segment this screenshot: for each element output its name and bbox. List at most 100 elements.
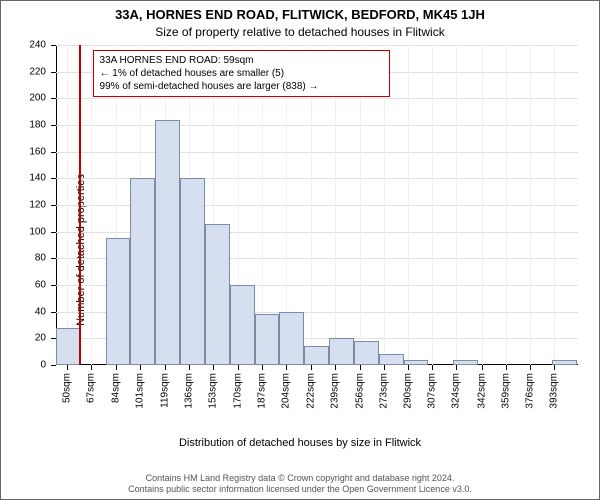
- vgridline: [530, 45, 531, 365]
- x-tick-mark: [91, 365, 92, 370]
- x-tick-label: 136sqm: [184, 373, 195, 409]
- y-tick-mark: [51, 98, 56, 99]
- vgridline: [456, 45, 457, 365]
- y-tick-label: 240: [29, 40, 46, 51]
- x-tick-mark: [456, 365, 457, 370]
- x-tick-label: 50sqm: [62, 373, 73, 403]
- x-tick-label: 187sqm: [256, 373, 267, 409]
- histogram-bar: [155, 120, 180, 365]
- y-tick-mark: [51, 45, 56, 46]
- histogram-bar: [279, 312, 304, 365]
- histogram-bar: [180, 178, 205, 365]
- histogram-bar: [56, 328, 81, 365]
- x-tick-label: 222sqm: [306, 373, 317, 409]
- vgridline: [408, 45, 409, 365]
- gridline: [56, 152, 578, 153]
- x-tick-mark: [408, 365, 409, 370]
- annotation-line: ← 1% of detached houses are smaller (5): [100, 67, 384, 80]
- x-tick-mark: [432, 365, 433, 370]
- histogram-bar: [379, 354, 404, 365]
- x-tick-mark: [116, 365, 117, 370]
- y-tick-mark: [51, 258, 56, 259]
- y-tick-mark: [51, 365, 56, 366]
- vgridline: [432, 45, 433, 365]
- property-marker-line: [79, 45, 81, 365]
- x-tick-label: 376sqm: [524, 373, 535, 409]
- y-tick-label: 60: [35, 280, 46, 291]
- y-tick-label: 100: [29, 226, 46, 237]
- page-root: 33A, HORNES END ROAD, FLITWICK, BEDFORD,…: [0, 0, 600, 500]
- x-tick-mark: [67, 365, 68, 370]
- vgridline: [67, 45, 68, 365]
- histogram-bar: [230, 285, 255, 365]
- annotation-line: 33A HORNES END ROAD: 59sqm: [100, 54, 384, 67]
- y-tick-label: 160: [29, 146, 46, 157]
- x-tick-label: 393sqm: [548, 373, 559, 409]
- gridline: [56, 125, 578, 126]
- y-tick-mark: [51, 232, 56, 233]
- annotation-line: 99% of semi-detached houses are larger (…: [100, 80, 384, 93]
- y-tick-mark: [51, 285, 56, 286]
- x-tick-label: 273sqm: [378, 373, 389, 409]
- x-tick-label: 239sqm: [330, 373, 341, 409]
- chart-subtitle: Size of property relative to detached ho…: [1, 25, 599, 39]
- histogram-bar: [354, 341, 379, 365]
- x-tick-mark: [554, 365, 555, 370]
- x-tick-label: 153sqm: [208, 373, 219, 409]
- x-tick-mark: [360, 365, 361, 370]
- y-tick-label: 40: [35, 306, 46, 317]
- x-tick-mark: [286, 365, 287, 370]
- footer-line-2: Contains public sector information licen…: [1, 484, 599, 495]
- histogram-bar: [130, 178, 155, 365]
- y-tick-label: 140: [29, 173, 46, 184]
- y-tick-mark: [51, 205, 56, 206]
- x-tick-mark: [506, 365, 507, 370]
- plot-area: 02040608010012014016018020022024050sqm67…: [56, 45, 578, 365]
- gridline: [56, 98, 578, 99]
- x-tick-label: 342sqm: [476, 373, 487, 409]
- x-tick-label: 119sqm: [160, 373, 171, 408]
- histogram-bar: [205, 224, 230, 365]
- y-tick-label: 80: [35, 253, 46, 264]
- chart-title: 33A, HORNES END ROAD, FLITWICK, BEDFORD,…: [1, 7, 599, 22]
- histogram-bar: [106, 238, 131, 365]
- x-tick-mark: [482, 365, 483, 370]
- x-tick-label: 204sqm: [280, 373, 291, 409]
- x-tick-label: 84sqm: [110, 373, 121, 403]
- x-tick-mark: [140, 365, 141, 370]
- y-tick-mark: [51, 125, 56, 126]
- histogram-bar: [404, 360, 429, 365]
- x-tick-label: 290sqm: [402, 373, 413, 409]
- y-tick-label: 20: [35, 333, 46, 344]
- x-tick-mark: [530, 365, 531, 370]
- x-tick-mark: [213, 365, 214, 370]
- x-tick-label: 170sqm: [232, 373, 243, 409]
- x-tick-mark: [384, 365, 385, 370]
- y-tick-label: 120: [29, 200, 46, 211]
- histogram-bar: [453, 360, 478, 365]
- histogram-bar: [255, 314, 280, 365]
- x-tick-mark: [165, 365, 166, 370]
- x-tick-label: 307sqm: [426, 373, 437, 409]
- histogram-bar: [552, 360, 577, 365]
- x-axis-label: Distribution of detached houses by size …: [1, 437, 599, 449]
- x-tick-mark: [189, 365, 190, 370]
- y-tick-label: 180: [29, 120, 46, 131]
- x-tick-mark: [262, 365, 263, 370]
- vgridline: [506, 45, 507, 365]
- histogram-bar: [329, 338, 354, 365]
- gridline: [56, 45, 578, 46]
- x-tick-label: 67sqm: [86, 373, 97, 403]
- annotation-box: 33A HORNES END ROAD: 59sqm← 1% of detach…: [93, 50, 391, 97]
- vgridline: [554, 45, 555, 365]
- vgridline: [482, 45, 483, 365]
- footer-line-1: Contains HM Land Registry data © Crown c…: [1, 473, 599, 484]
- y-tick-label: 220: [29, 66, 46, 77]
- x-tick-mark: [311, 365, 312, 370]
- y-tick-mark: [51, 152, 56, 153]
- y-tick-label: 0: [40, 360, 46, 371]
- y-tick-mark: [51, 178, 56, 179]
- footer-attribution: Contains HM Land Registry data © Crown c…: [1, 473, 599, 496]
- y-tick-mark: [51, 312, 56, 313]
- x-tick-label: 324sqm: [451, 373, 462, 409]
